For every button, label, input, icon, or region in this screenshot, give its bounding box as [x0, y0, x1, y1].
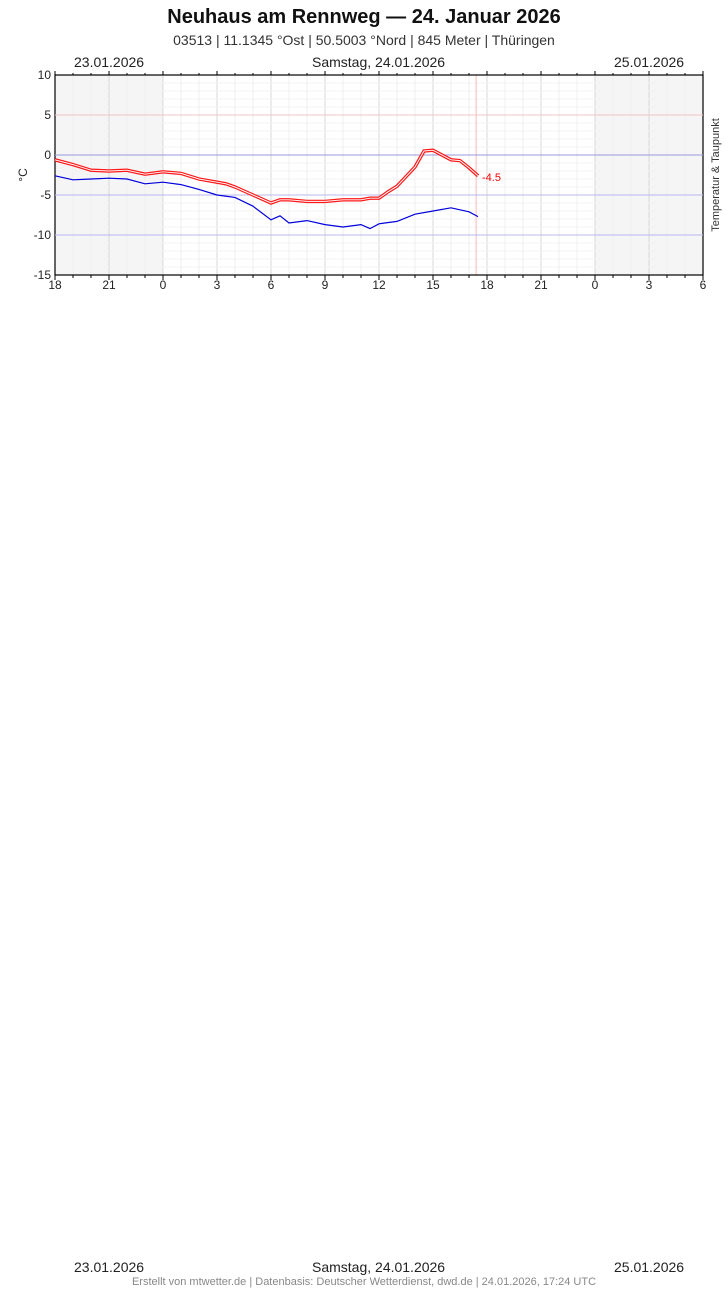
page-title: Neuhaus am Rennweg — 24. Januar 2026 — [167, 6, 561, 28]
x-tick-label: 21 — [534, 278, 548, 292]
y-axis-label: °C — [16, 168, 30, 182]
x-tick-label: 9 — [322, 278, 329, 292]
x-tick-label: 18 — [48, 278, 62, 292]
y-tick-label: 0 — [44, 148, 51, 162]
y-tick-label: 5 — [44, 108, 51, 122]
x-tick-label: 6 — [268, 278, 275, 292]
date-left: 23.01.2026 — [74, 54, 145, 70]
date-center-bottom: Samstag, 24.01.2026 — [312, 1259, 446, 1275]
y-tick-label: -15 — [34, 268, 52, 282]
x-tick-label: 15 — [426, 278, 440, 292]
x-tick-label: 6 — [700, 278, 707, 292]
date-left-bottom: 23.01.2026 — [74, 1259, 145, 1275]
x-tick-label: 3 — [214, 278, 221, 292]
x-tick-label: 12 — [372, 278, 386, 292]
date-center: Samstag, 24.01.2026 — [312, 54, 446, 70]
x-tick-label: 0 — [592, 278, 599, 292]
date-bar-bottom: 23.01.2026 Samstag, 24.01.2026 25.01.202… — [0, 1259, 728, 1277]
y-tick-label: -10 — [34, 228, 52, 242]
y-tick-label: -5 — [40, 188, 51, 202]
x-tick-label: 3 — [646, 278, 653, 292]
x-tick-label: 18 — [480, 278, 494, 292]
y-tick-label: 10 — [38, 68, 52, 82]
date-right-bottom: 25.01.2026 — [614, 1259, 685, 1275]
chart-title: Temperatur & Taupunkt — [710, 118, 722, 232]
date-bar-top: 23.01.2026 Samstag, 24.01.2026 25.01.202… — [0, 54, 728, 72]
x-tick-label: 0 — [160, 278, 167, 292]
station-info: 03513 | 11.1345 °Ost | 50.5003 °Nord | 8… — [173, 32, 555, 48]
footer-credits: Erstellt von mtwetter.de | Datenbasis: D… — [131, 1276, 597, 1288]
legend-text: -4.5 — [482, 172, 501, 184]
date-right: 25.01.2026 — [614, 54, 685, 70]
x-tick-label: 21 — [102, 278, 116, 292]
